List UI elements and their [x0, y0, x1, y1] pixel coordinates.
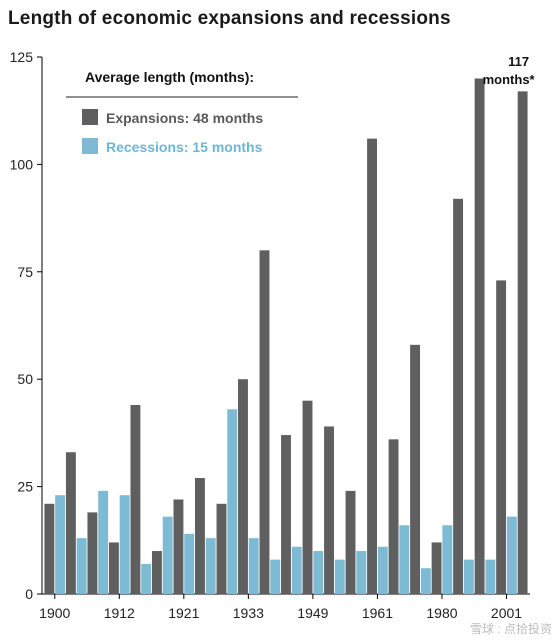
- annotation-unit: months*: [483, 72, 536, 87]
- bar-expansion: [367, 138, 377, 594]
- bar-recession: [248, 538, 259, 594]
- bar-expansion: [65, 452, 76, 594]
- bar-recession: [98, 490, 109, 594]
- y-tick-label: 125: [10, 49, 34, 65]
- bar-expansion: [517, 91, 528, 595]
- bar-expansion: [345, 490, 356, 594]
- bar-expansion: [130, 404, 141, 594]
- bar-expansion: [388, 439, 399, 594]
- annotation-value: 117: [508, 54, 529, 69]
- bar-expansion: [496, 280, 507, 594]
- bars: [44, 78, 528, 595]
- x-tick-label: 2001: [491, 605, 522, 621]
- bar-recession: [141, 563, 152, 594]
- bar-recession: [334, 559, 345, 594]
- bar-expansion: [238, 379, 248, 594]
- annotation: 117 months*: [483, 54, 536, 87]
- x-tick-label: 1921: [168, 605, 199, 621]
- x-tick-label: 1961: [362, 605, 393, 621]
- watermark: 雪球 : 点拾投资: [469, 622, 552, 636]
- x-tick-label: 1933: [233, 605, 264, 621]
- bar-recession: [291, 546, 302, 594]
- bar-expansion: [474, 78, 485, 595]
- bar-recession: [184, 533, 195, 594]
- bar-expansion: [173, 499, 184, 594]
- bar-recession: [442, 525, 453, 594]
- bar-expansion: [302, 400, 313, 594]
- y-tick-label: 75: [17, 264, 33, 280]
- bar-expansion: [216, 503, 227, 594]
- x-tick-label: 1900: [39, 605, 70, 621]
- bar-recession: [227, 409, 238, 594]
- bar-recession: [76, 538, 87, 594]
- bar-expansion: [259, 250, 270, 594]
- legend-label-recessions: Recessions: 15 months: [106, 139, 263, 155]
- bar-expansion: [87, 512, 98, 594]
- legend-label-expansions: Expansions: 48 months: [106, 110, 263, 126]
- legend-swatch-expansions: [82, 109, 98, 125]
- bar-recession: [162, 516, 173, 594]
- chart-title: Length of economic expansions and recess…: [8, 8, 451, 29]
- bar-recession: [463, 559, 474, 594]
- bar-expansion: [108, 542, 119, 594]
- x-tick-label: 1949: [297, 605, 328, 621]
- legend-swatch-recessions: [82, 138, 98, 154]
- bar-expansion: [151, 551, 162, 594]
- bar-recession: [377, 546, 388, 594]
- y-tick-label: 0: [25, 586, 33, 602]
- bar-expansion: [324, 426, 334, 594]
- x-tick-label: 1912: [104, 605, 135, 621]
- bar-expansion: [410, 344, 421, 594]
- y-tick-label: 25: [17, 479, 33, 495]
- bar-expansion: [195, 478, 205, 594]
- y-tick-label: 50: [17, 371, 33, 387]
- y-tick-label: 100: [10, 156, 34, 172]
- bar-recession: [313, 551, 324, 594]
- bar-recession: [270, 559, 281, 594]
- x-tick-label: 1980: [426, 605, 457, 621]
- bar-recession: [399, 525, 410, 594]
- bar-recession: [119, 495, 130, 594]
- bar-expansion: [44, 503, 55, 594]
- bar-recession: [356, 551, 367, 594]
- bar-expansion: [281, 435, 291, 594]
- bar-expansion: [431, 542, 442, 594]
- legend: Average length (months): Expansions: 48 …: [66, 69, 298, 155]
- bar-recession: [506, 516, 517, 594]
- bar-recession: [205, 538, 216, 594]
- bar-recession: [485, 559, 496, 594]
- bar-expansion: [453, 198, 464, 594]
- legend-title: Average length (months):: [85, 69, 254, 85]
- bar-recession: [420, 568, 431, 594]
- bar-recession: [55, 495, 66, 594]
- axes: 0 25 50 75 100 125 1900 1912 1921 1933 1949 1961 198…: [10, 49, 530, 621]
